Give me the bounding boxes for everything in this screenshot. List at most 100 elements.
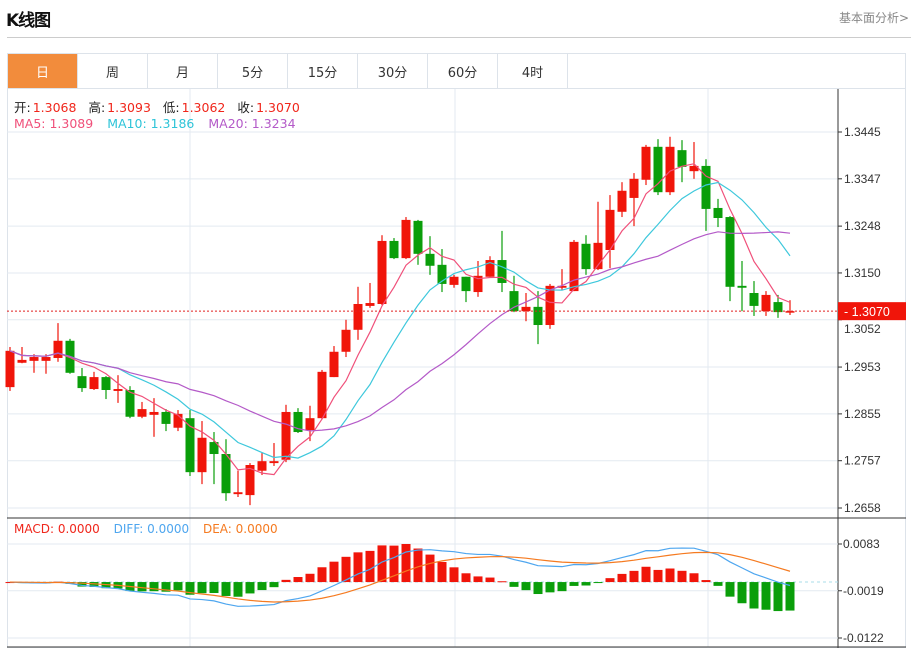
candle-body (305, 418, 315, 431)
macd-bar (761, 582, 771, 610)
tab-week[interactable]: 周 (78, 54, 148, 88)
high-value: 1.3093 (107, 100, 151, 115)
candle (605, 195, 615, 269)
candle-body (149, 411, 159, 415)
candle-body (197, 437, 207, 473)
macd-bar (341, 556, 351, 583)
low-value: 1.3062 (181, 100, 226, 115)
macd-bar (89, 582, 99, 587)
price-tick-label: 1.3150 (844, 266, 881, 280)
candle (317, 369, 327, 420)
price-tick-label: 1.3445 (844, 125, 881, 139)
macd-value: MACD: 0.0000 (14, 522, 100, 536)
tab-day[interactable]: 日 (8, 54, 78, 88)
price-tick-label: 1.2757 (844, 454, 881, 468)
candle (233, 470, 243, 498)
candle (185, 410, 195, 476)
tab-month[interactable]: 月 (148, 54, 218, 88)
macd-bar (281, 579, 291, 583)
candle-body (5, 350, 15, 388)
candle-body (41, 357, 51, 361)
period-tabs: 日 周 月 5分 15分 30分 60分 4时 (7, 53, 906, 89)
candle-body (365, 303, 375, 306)
candle (77, 368, 87, 392)
macd-bar (389, 545, 399, 583)
candle (125, 386, 135, 419)
open-value: 1.3068 (32, 100, 77, 115)
macd-bar (665, 568, 675, 583)
page-title: K线图 (6, 11, 51, 31)
price-tick-label: 1.3052 (844, 322, 881, 336)
candle-body (125, 389, 135, 417)
macd-bar (677, 570, 687, 583)
price-tick-label: 1.2855 (844, 407, 881, 421)
tab-15min[interactable]: 15分 (288, 54, 358, 88)
macd-bar (413, 548, 423, 583)
macd-bar (329, 561, 339, 583)
ma20-legend: MA20: 1.3234 (208, 116, 296, 131)
candle-body (209, 442, 219, 455)
tab-60min[interactable]: 60分 (428, 54, 498, 88)
candle-body (713, 207, 723, 218)
high-label: 高: (88, 100, 106, 115)
candle (245, 463, 255, 506)
candle-body (353, 303, 363, 330)
candle-body (377, 240, 387, 304)
macd-bar (521, 582, 531, 591)
macd-bar (449, 567, 459, 583)
candle-body (221, 454, 231, 494)
candle (701, 159, 711, 231)
macd-bar (713, 582, 723, 586)
candle (677, 140, 687, 183)
candle (485, 256, 495, 277)
macd-tick-label: 0.0083 (843, 537, 880, 551)
candle-body (557, 285, 567, 288)
tab-30min[interactable]: 30分 (358, 54, 428, 88)
price-tick-label: 1.3248 (844, 219, 881, 233)
candle (353, 286, 363, 340)
candle (329, 346, 339, 378)
macd-bar (701, 580, 711, 583)
macd-bar (545, 582, 555, 593)
candle (89, 371, 99, 390)
candle-body (53, 340, 63, 358)
macd-bar (377, 545, 387, 583)
macd-bar (437, 561, 447, 583)
macd-bar (221, 582, 231, 596)
price-tick-label: 1.2658 (844, 501, 881, 515)
candle (101, 376, 111, 400)
fundamental-analysis-link[interactable]: 基本面分析> (838, 11, 909, 25)
candle (161, 409, 171, 432)
macd-bar (461, 573, 471, 583)
candle (509, 275, 519, 313)
candle-body (413, 220, 423, 254)
macd-bar (653, 569, 663, 583)
macd-bar (197, 582, 207, 594)
macd-bar (485, 577, 495, 583)
tab-4hour[interactable]: 4时 (498, 54, 568, 88)
candle-body (17, 359, 27, 363)
tab-5min[interactable]: 5分 (218, 54, 288, 88)
candle-body (761, 294, 771, 312)
candle (41, 354, 51, 374)
macd-tick-label: -0.0019 (843, 584, 884, 598)
candle (113, 375, 123, 403)
candle (665, 136, 675, 196)
macd-bar (173, 582, 183, 591)
candle (773, 294, 783, 318)
candle (557, 269, 567, 291)
candle-body (785, 311, 795, 313)
candle (497, 230, 507, 293)
macd-bar (185, 582, 195, 595)
macd-bar (737, 582, 747, 604)
macd-bar (77, 582, 87, 587)
candle-body (101, 377, 111, 390)
candle (137, 401, 147, 419)
macd-bar (569, 582, 579, 586)
candle-body (473, 275, 483, 293)
candle-body (677, 150, 687, 167)
candle-body (89, 377, 99, 390)
candle-body (569, 241, 579, 292)
candle (389, 238, 399, 260)
